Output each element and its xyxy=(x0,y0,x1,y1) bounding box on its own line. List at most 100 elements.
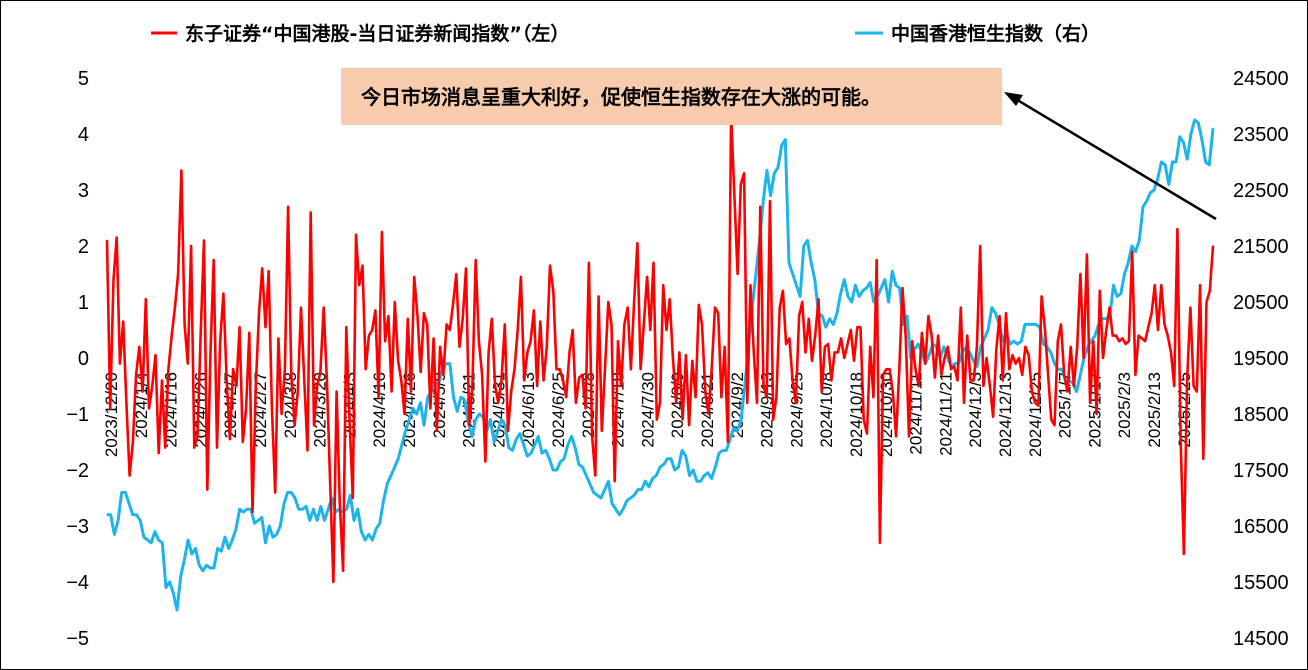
news-index-point xyxy=(898,368,901,371)
hang-seng-point xyxy=(791,273,794,275)
hang-seng-point xyxy=(596,494,599,497)
hang-seng-point xyxy=(991,306,993,309)
hang-seng-point xyxy=(979,346,982,348)
news-index-point xyxy=(1031,390,1033,393)
news-index-point xyxy=(1209,290,1211,292)
hang-seng-point xyxy=(253,522,256,524)
hang-seng-point xyxy=(821,315,823,317)
hang-seng-point xyxy=(718,452,720,455)
hang-seng-point xyxy=(371,539,374,541)
news-index-point xyxy=(846,343,849,345)
hang-seng-point xyxy=(1116,295,1118,298)
hang-seng-point xyxy=(191,553,193,555)
news-index-point xyxy=(1131,250,1133,253)
hang-seng-point xyxy=(685,455,687,457)
news-index-point xyxy=(274,491,277,494)
hang-seng-point xyxy=(1197,122,1200,124)
news-index-point xyxy=(245,407,247,410)
hang-seng-point xyxy=(349,494,352,497)
hang-seng-point xyxy=(869,281,871,284)
hang-seng-point xyxy=(810,262,812,264)
news-index-point xyxy=(322,306,325,309)
news-index-point xyxy=(588,262,590,264)
hang-seng-point xyxy=(766,169,768,172)
hang-seng-point xyxy=(784,138,787,141)
hang-seng-point xyxy=(843,278,846,281)
hang-seng-point xyxy=(618,514,621,516)
hang-seng-point xyxy=(290,491,293,494)
news-index-point xyxy=(1205,301,1208,303)
news-index-point xyxy=(824,346,826,348)
hang-seng-point xyxy=(146,539,149,541)
hang-seng-point xyxy=(563,458,565,460)
news-index-point xyxy=(293,424,296,427)
news-index-point xyxy=(481,374,483,376)
news-index-point xyxy=(1154,284,1156,287)
annotation: 今日市场消息呈重大利好，促使恒生指数存在大涨的可能。 xyxy=(341,68,1217,221)
news-index-point xyxy=(1147,326,1150,329)
news-index-point xyxy=(1176,228,1179,230)
news-index-point xyxy=(352,497,354,499)
hang-seng-point xyxy=(216,547,219,550)
hang-seng-point xyxy=(1009,343,1011,345)
hang-seng-point xyxy=(832,323,835,326)
news-index-point xyxy=(1053,424,1056,427)
hang-seng-point xyxy=(360,530,363,533)
news-index-point xyxy=(989,385,991,387)
news-index-point xyxy=(167,368,170,371)
news-index-point xyxy=(594,474,597,477)
news-index-point xyxy=(1124,343,1127,345)
hang-seng-point xyxy=(401,444,403,446)
news-index-point xyxy=(1014,362,1017,365)
hang-seng-point xyxy=(187,539,189,541)
hang-seng-point xyxy=(209,567,211,569)
news-index-point xyxy=(960,306,962,309)
news-index-point xyxy=(862,418,865,421)
news-index-point xyxy=(361,264,364,267)
hang-seng-point xyxy=(987,329,989,331)
news-index-point xyxy=(410,390,412,393)
hang-seng-point xyxy=(120,491,123,494)
news-index-point xyxy=(1069,346,1072,348)
news-index-point xyxy=(885,368,888,371)
news-index-point xyxy=(972,379,975,382)
news-index-point xyxy=(856,326,859,329)
hang-seng-point xyxy=(202,570,204,572)
news-index-point xyxy=(445,323,448,326)
news-index-point xyxy=(1102,357,1104,359)
hang-seng-point xyxy=(382,500,385,502)
hang-seng-point xyxy=(157,539,160,541)
news-index-point xyxy=(675,402,677,404)
hang-seng-point xyxy=(755,273,757,275)
hang-seng-point xyxy=(699,480,702,483)
hang-seng-point xyxy=(703,474,705,477)
hang-seng-point xyxy=(803,245,805,247)
news-index-point xyxy=(1011,354,1014,357)
hang-seng-point xyxy=(323,519,326,522)
news-index-point xyxy=(494,385,496,387)
hang-seng-point xyxy=(154,530,156,533)
hang-seng-point xyxy=(983,337,986,340)
hang-seng-point xyxy=(408,418,411,421)
news-index-point xyxy=(348,418,351,421)
news-index-point xyxy=(342,570,344,572)
hang-seng-point xyxy=(1164,164,1166,166)
news-index-point xyxy=(222,292,225,295)
news-index-point xyxy=(1005,312,1007,315)
news-index-point xyxy=(526,351,529,354)
news-index-point xyxy=(643,323,645,326)
right-y-tick-label: 23500 xyxy=(1233,124,1289,146)
news-index-point xyxy=(1034,402,1036,404)
hang-seng-point xyxy=(452,396,455,399)
news-index-point xyxy=(772,418,774,421)
hang-seng-point xyxy=(109,514,112,516)
news-index-point xyxy=(565,396,567,399)
news-index-point xyxy=(840,337,842,340)
news-index-point xyxy=(814,334,816,337)
hang-seng-point xyxy=(1201,138,1203,141)
annotation-text: 今日市场消息呈重大利好，促使恒生指数存在大涨的可能。 xyxy=(361,85,881,109)
news-index-point xyxy=(1186,379,1188,382)
news-index-point xyxy=(966,334,968,337)
news-index-point xyxy=(869,346,871,348)
news-index-point xyxy=(345,326,348,329)
